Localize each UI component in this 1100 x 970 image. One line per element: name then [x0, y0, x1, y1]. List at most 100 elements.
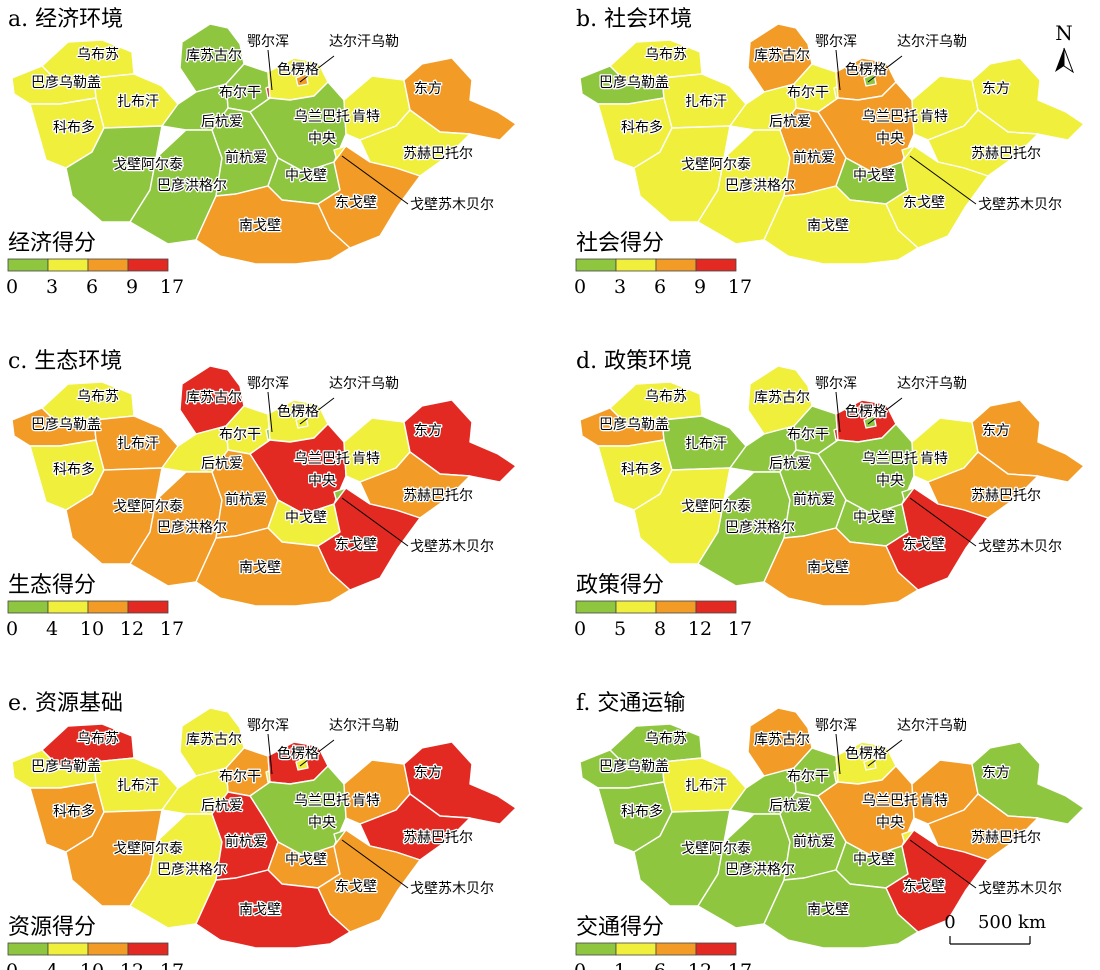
region-layer	[11, 365, 517, 607]
leader-line-达尔汗乌勒	[299, 397, 335, 425]
region-label-色楞格: 色楞格	[845, 745, 887, 762]
region-label-达尔汗乌勒: 达尔汗乌勒	[897, 34, 967, 50]
region-label-后杭爱: 后杭爱	[769, 114, 811, 130]
legend-tick: 9	[126, 276, 138, 298]
region-label-前杭爱: 前杭爱	[793, 833, 835, 850]
legend-swatch	[655, 600, 697, 614]
region-label-乌布苏: 乌布苏	[645, 731, 687, 747]
region-label-东方: 东方	[982, 765, 1010, 781]
legend-swatch	[7, 600, 49, 614]
region-label-东戈壁: 东戈壁	[335, 537, 377, 553]
region-label-南戈壁: 南戈壁	[239, 560, 281, 576]
region-label-南戈壁: 南戈壁	[807, 218, 849, 234]
region-label-扎布汗: 扎布汗	[117, 94, 159, 110]
region-label-布尔干: 布尔干	[787, 427, 829, 443]
region-label-色楞格: 色楞格	[277, 745, 319, 762]
region-label-巴彦乌勒盖: 巴彦乌勒盖	[599, 759, 669, 775]
legend: 生态得分 0 4 10 12 17	[6, 573, 184, 640]
legend-tick: 8	[654, 618, 666, 640]
leader-line-达尔汗乌勒	[867, 739, 903, 767]
region-label-中戈壁: 中戈壁	[853, 852, 895, 868]
region-label-鄂尔浑: 鄂尔浑	[815, 718, 857, 734]
legend-swatch	[47, 600, 89, 614]
region-label-东方: 东方	[982, 423, 1010, 439]
legend-swatch	[575, 600, 617, 614]
region-label-东戈壁: 东戈壁	[903, 879, 945, 895]
region-南戈壁	[195, 527, 351, 607]
region-label-东戈壁: 东戈壁	[903, 195, 945, 211]
legend-title: 经济得分	[8, 231, 96, 256]
region-东戈壁	[885, 487, 989, 591]
region-label-乌兰巴托: 乌兰巴托	[862, 451, 918, 467]
region-label-中央: 中央	[876, 473, 904, 489]
region-layer	[579, 707, 1085, 949]
legend: 交通得分 0 1 6 12 17	[574, 915, 752, 970]
region-label-戈壁苏木贝尔: 戈壁苏木贝尔	[410, 881, 494, 897]
region-label-巴彦乌勒盖: 巴彦乌勒盖	[599, 417, 669, 433]
scale-bar-start-label: 0	[944, 912, 955, 933]
region-东戈壁	[317, 829, 421, 933]
leader-lines	[835, 49, 977, 205]
panel-title: e. 资源基础	[8, 691, 123, 716]
region-label-中戈壁: 中戈壁	[853, 510, 895, 526]
legend-tick: 3	[46, 276, 58, 298]
region-label-戈壁阿尔泰: 戈壁阿尔泰	[681, 499, 751, 515]
region-label-戈壁苏木贝尔: 戈壁苏木贝尔	[410, 197, 494, 213]
legend-tick: 5	[614, 618, 626, 640]
region-label-东戈壁: 东戈壁	[903, 537, 945, 553]
region-南戈壁	[763, 869, 919, 949]
leader-line-戈壁苏木贝尔	[341, 839, 409, 889]
region-label-巴彦洪格尔: 巴彦洪格尔	[725, 862, 795, 878]
region-label-科布多: 科布多	[621, 803, 663, 820]
legend-tick: 17	[160, 276, 184, 298]
region-label-中央: 中央	[876, 815, 904, 831]
region-label-戈壁阿尔泰: 戈壁阿尔泰	[113, 841, 183, 857]
legend: 社会得分 0 3 6 9 17	[574, 231, 752, 298]
leader-line-鄂尔浑	[267, 49, 273, 91]
region-label-乌布苏: 乌布苏	[645, 47, 687, 63]
legend-tick: 17	[728, 960, 752, 970]
region-label-乌布苏: 乌布苏	[77, 731, 119, 747]
leader-lines	[267, 391, 409, 547]
legend-tick: 17	[728, 276, 752, 298]
region-label-肯特: 肯特	[352, 451, 380, 467]
legend-tick: 12	[688, 618, 712, 640]
region-label-肯特: 肯特	[920, 109, 948, 125]
scale-bar: 0 500 km	[944, 912, 1046, 945]
region-南戈壁	[195, 869, 351, 949]
region-南戈壁	[195, 185, 351, 265]
leader-lines	[835, 733, 977, 889]
region-label-前杭爱: 前杭爱	[793, 149, 835, 166]
north-arrow-half-dark	[1055, 48, 1064, 72]
region-label-巴彦洪格尔: 巴彦洪格尔	[157, 862, 227, 878]
region-label-乌兰巴托: 乌兰巴托	[862, 793, 918, 809]
region-label-巴彦乌勒盖: 巴彦乌勒盖	[31, 759, 101, 775]
leader-line-戈壁苏木贝尔	[909, 839, 977, 889]
leader-line-鄂尔浑	[267, 733, 273, 775]
leader-line-鄂尔浑	[835, 49, 841, 91]
leader-line-达尔汗乌勒	[299, 55, 335, 83]
region-label-肯特: 肯特	[352, 109, 380, 125]
region-label-中央: 中央	[308, 815, 336, 831]
legend-swatch	[655, 258, 697, 272]
region-label-中戈壁: 中戈壁	[285, 852, 327, 868]
legend-swatch	[7, 942, 49, 956]
north-arrow: N	[1055, 21, 1075, 74]
region-label-肯特: 肯特	[920, 793, 948, 809]
leader-lines	[267, 49, 409, 205]
region-label-库苏古尔: 库苏古尔	[754, 390, 810, 406]
leader-line-戈壁苏木贝尔	[909, 497, 977, 547]
region-南戈壁	[763, 185, 919, 265]
region-label-乌兰巴托: 乌兰巴托	[862, 109, 918, 125]
region-label-东戈壁: 东戈壁	[335, 195, 377, 211]
leader-line-鄂尔浑	[835, 733, 841, 775]
region-label-戈壁苏木贝尔: 戈壁苏木贝尔	[978, 197, 1062, 213]
legend-tick: 17	[728, 618, 752, 640]
